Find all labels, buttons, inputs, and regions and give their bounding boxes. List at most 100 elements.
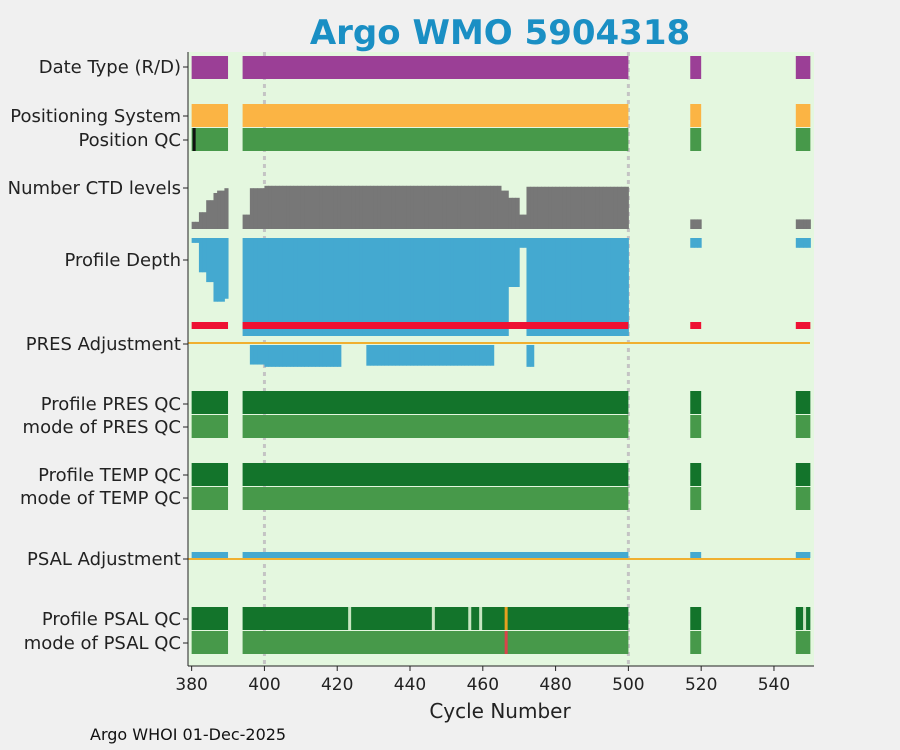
depth-bar-451 (450, 238, 455, 336)
x-tick-label-440: 440 (394, 675, 426, 695)
ctd-bar-492 (599, 186, 604, 229)
pres-adj-bar-455 (464, 345, 469, 366)
pres-adj-bar-441 (413, 345, 418, 366)
depth-bar-448 (439, 238, 444, 336)
row-labels: Date Type (R/D) Positioning System Positio… (8, 57, 188, 654)
ctd-bar-414 (315, 185, 320, 229)
depth-bar-384 (206, 238, 211, 283)
depth-bar-489 (588, 238, 593, 336)
depth-bar-475 (537, 238, 542, 336)
pres-adj-bar-454 (460, 345, 466, 366)
ctd-bar-468 (511, 197, 517, 229)
depth-bar-460 (482, 238, 487, 336)
pres-adj-bar-446 (431, 345, 436, 366)
depth-bar-411 (304, 238, 309, 336)
ctd-bar-439 (406, 185, 411, 229)
ctd-bar-384 (206, 200, 211, 229)
ctd-bar-472 (526, 186, 531, 229)
ctd-bar-394 (242, 214, 247, 229)
depth-bar-485 (573, 238, 578, 336)
pres-adj-bar-405 (282, 345, 287, 367)
ctd-bar-480 (555, 186, 560, 229)
pres-adj-bar-415 (319, 345, 324, 367)
depth-bar-452 (453, 238, 458, 336)
pres-adj-bar-400 (264, 345, 269, 367)
pres-adj-bar-448 (439, 345, 444, 366)
ctd-bar-487 (581, 186, 586, 229)
ctd-bar-517 (690, 219, 695, 229)
pres-adj-bar-445 (428, 345, 433, 366)
mode-psal-qc-bar-segment-2 (690, 631, 702, 654)
pres-adj-bar-406 (286, 345, 291, 367)
ctd-bar-409 (297, 185, 302, 229)
ctd-bar-400 (264, 185, 269, 229)
ctd-bar-431 (377, 185, 382, 229)
depth-bar-453 (457, 238, 462, 336)
ctd-bar-497 (617, 186, 622, 229)
ctd-bar-388 (220, 190, 225, 229)
ctd-bar-411 (304, 185, 309, 229)
pres-adj-bar-473 (530, 345, 535, 367)
ctd-bar-433 (384, 185, 389, 229)
pres-adj-bar-409 (297, 345, 302, 367)
pres-adj-bar-407 (289, 345, 295, 367)
pres-adj-bar-428 (366, 345, 371, 366)
ctd-bar-412 (308, 185, 313, 229)
ctd-bar-449 (442, 185, 447, 229)
ctd-bar-463 (493, 185, 498, 229)
ctd-bar-493 (602, 186, 608, 229)
ctd-bar-435 (391, 185, 396, 229)
ctd-bar-397 (253, 188, 258, 229)
depth-bar-474 (533, 238, 538, 336)
ctd-bar-401 (268, 185, 273, 229)
depth-bar-435 (391, 238, 396, 336)
depth-bar-408 (293, 238, 298, 336)
pres-adj-bar-440 (410, 345, 415, 366)
depth-bar-425 (355, 238, 360, 336)
row-label-7: mode of PRES QC (23, 417, 181, 438)
depth-bar-381 (195, 238, 200, 243)
depth-bar-462 (490, 238, 495, 336)
depth-bar-404 (278, 238, 284, 336)
depth-bar-495 (610, 238, 615, 336)
pres-adjustment-band-segment-0 (191, 322, 229, 329)
ctd-bar-416 (322, 185, 327, 229)
ctd-bar-448 (439, 185, 444, 229)
positioning-system-bar-segment-2 (690, 104, 702, 127)
date-type-bar-segment-1 (242, 56, 629, 79)
ctd-bar-404 (278, 185, 284, 229)
psal-qc-marker-446 (431, 607, 435, 630)
pres-adj-bar-397 (253, 345, 258, 365)
ctd-bar-427 (362, 185, 367, 229)
x-tick-label-540: 540 (758, 675, 790, 695)
row-label-5: PRES Adjustment (26, 334, 181, 355)
psal-mode-marker-466 (504, 631, 508, 654)
depth-bar-424 (351, 238, 356, 336)
ctd-bar-382 (198, 212, 204, 229)
ctd-bar-456 (468, 185, 473, 229)
ctd-bar-470 (519, 214, 524, 229)
positioning-system-bar-segment-0 (191, 104, 229, 127)
ctd-bar-466 (504, 190, 509, 229)
ctd-bar-474 (533, 186, 538, 229)
ctd-bar-426 (359, 185, 364, 229)
depth-bar-479 (551, 238, 557, 336)
ctd-bar-410 (300, 185, 305, 229)
pres-adj-bar-417 (326, 345, 331, 367)
x-axis: 380 400 420 440 460 480 500 520 540 (175, 666, 790, 695)
depth-bar-407 (289, 238, 295, 336)
depth-bar-496 (613, 238, 618, 336)
pres-adjustment-band-segment-1 (242, 322, 629, 329)
pres-adj-bar-456 (468, 345, 473, 366)
ctd-bar-457 (471, 185, 477, 229)
depth-bar-387 (217, 238, 222, 302)
pres-adj-bar-396 (249, 345, 255, 365)
ctd-bar-496 (613, 186, 618, 229)
ctd-bar-477 (544, 186, 549, 229)
x-tick-label-400: 400 (248, 675, 280, 695)
x-tick-label-460: 460 (467, 675, 499, 695)
psal-adjustment-band-segment-3 (795, 552, 811, 558)
x-axis-label: Cycle Number (429, 699, 571, 723)
row-label-0: Date Type (R/D) (39, 57, 181, 78)
